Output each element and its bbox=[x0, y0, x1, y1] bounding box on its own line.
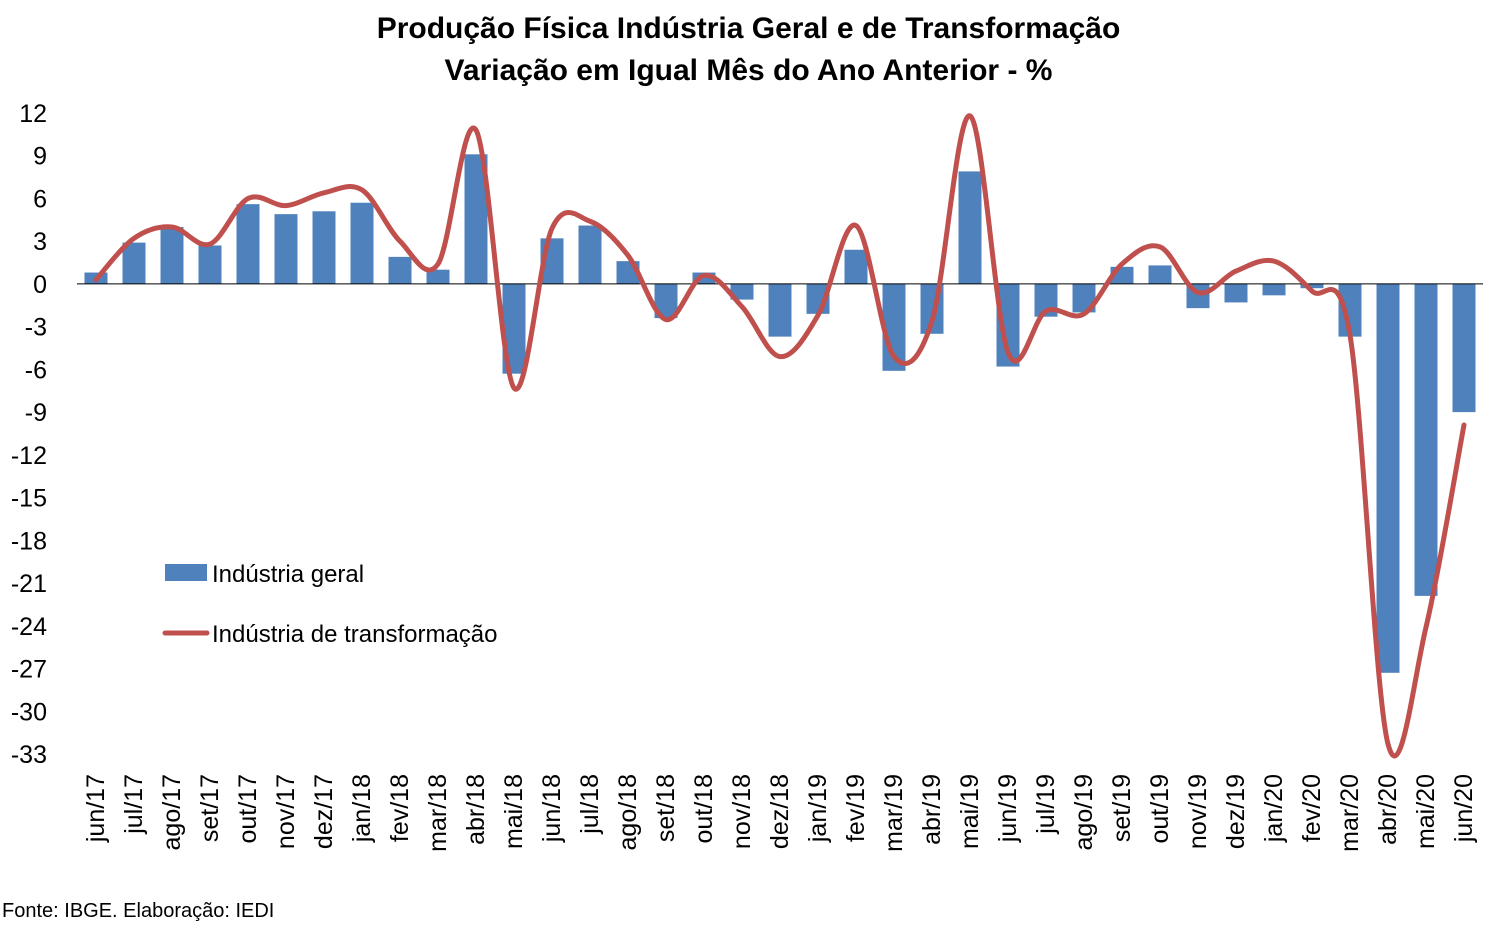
x-tick-label: dez/18 bbox=[766, 774, 794, 849]
y-tick-label: 3 bbox=[33, 228, 47, 256]
x-tick-label: mai/18 bbox=[500, 774, 528, 849]
y-tick-label: -30 bbox=[11, 698, 47, 726]
x-tick-label: nov/17 bbox=[272, 774, 300, 849]
y-tick-label: -9 bbox=[25, 399, 47, 427]
x-tick-label: jul/18 bbox=[576, 774, 604, 835]
y-tick-label: -21 bbox=[11, 570, 47, 598]
x-tick-label: jan/18 bbox=[348, 774, 376, 843]
x-tick-label: jan/19 bbox=[804, 774, 832, 843]
bar-set-17 bbox=[198, 245, 222, 284]
bar-mai-19 bbox=[958, 171, 982, 284]
x-tick-label: out/18 bbox=[690, 774, 718, 844]
x-tick-label: jun/17 bbox=[82, 774, 110, 843]
bar-dez-19 bbox=[1224, 283, 1248, 303]
y-tick-label: -27 bbox=[11, 656, 47, 684]
bar-fev-19 bbox=[844, 249, 868, 284]
x-tick-label: jun/18 bbox=[538, 774, 566, 843]
x-tick-label: out/17 bbox=[234, 774, 262, 844]
bar-nov-17 bbox=[274, 214, 298, 284]
y-tick-label: -33 bbox=[11, 741, 47, 769]
x-tick-label: mar/20 bbox=[1336, 774, 1364, 852]
x-tick-label: fev/20 bbox=[1298, 774, 1326, 842]
x-tick-label: abr/19 bbox=[918, 774, 946, 845]
bar-mai-18 bbox=[502, 283, 526, 374]
source-note: Fonte: IBGE. Elaboração: IEDI bbox=[2, 900, 275, 922]
bar-jun-19 bbox=[996, 283, 1020, 367]
legend: Indústria geral Indústria de transformaç… bbox=[162, 561, 497, 648]
chart-title: Produção Física Indústria Geral e de Tra… bbox=[0, 8, 1497, 92]
x-tick-label: jul/19 bbox=[1032, 774, 1060, 835]
x-tick-label: jun/20 bbox=[1450, 774, 1478, 843]
bar-jul-18 bbox=[578, 225, 602, 284]
bar-jan-18 bbox=[350, 202, 374, 284]
bar-nov-18 bbox=[730, 283, 754, 300]
bar-out-19 bbox=[1148, 265, 1172, 284]
bar-mar-18 bbox=[426, 269, 450, 284]
bar-fev-18 bbox=[388, 256, 412, 284]
x-tick-label: dez/19 bbox=[1222, 774, 1250, 849]
x-axis-ticks: jun/17 jul/17 ago/17 set/17 out/17 nov/17 dez/… bbox=[82, 774, 1478, 852]
bar-set-18 bbox=[654, 283, 678, 319]
bar-dez-18 bbox=[768, 283, 792, 337]
bar-jun-20 bbox=[1452, 283, 1476, 413]
x-tick-label: fev/18 bbox=[386, 774, 414, 842]
x-tick-label: mai/20 bbox=[1412, 774, 1440, 849]
y-axis-ticks: 12 9 6 3 0 -3 -6 -9 -12 -15 -18 -21 -24 -27 -30 -33 bbox=[11, 100, 47, 769]
y-tick-label: -12 bbox=[11, 442, 47, 470]
bar-out-18 bbox=[692, 272, 716, 284]
y-tick-label: -18 bbox=[11, 527, 47, 555]
bar-out-17 bbox=[236, 204, 260, 284]
x-tick-label: nov/18 bbox=[728, 774, 756, 849]
x-tick-label: nov/19 bbox=[1184, 774, 1212, 849]
chart-title-line-2: Variação em Igual Mês do Ano Anterior - … bbox=[444, 54, 1053, 87]
x-tick-label: dez/17 bbox=[310, 774, 338, 849]
bar-jul-17 bbox=[122, 242, 146, 284]
y-tick-label: 12 bbox=[19, 100, 47, 128]
x-tick-label: ago/18 bbox=[614, 774, 642, 850]
legend-swatch-industria-geral bbox=[165, 564, 207, 581]
bar-mar-20 bbox=[1338, 283, 1362, 337]
line-path-industria-transformacao bbox=[93, 113, 1467, 759]
x-tick-label: out/19 bbox=[1146, 774, 1174, 844]
x-tick-label: abr/18 bbox=[462, 774, 490, 845]
bar-abr-20 bbox=[1376, 283, 1400, 673]
x-tick-label: jan/20 bbox=[1260, 774, 1288, 843]
x-tick-label: set/17 bbox=[196, 774, 224, 842]
x-tick-label: abr/20 bbox=[1374, 774, 1402, 845]
bar-dez-17 bbox=[312, 211, 336, 284]
chart-title-line-1: Produção Física Indústria Geral e de Tra… bbox=[376, 12, 1121, 45]
x-tick-label: mai/19 bbox=[956, 774, 984, 849]
bar-fev-20 bbox=[1300, 283, 1324, 289]
y-tick-label: 0 bbox=[33, 271, 47, 299]
x-tick-label: jul/17 bbox=[120, 774, 148, 835]
x-tick-label: fev/19 bbox=[842, 774, 870, 842]
y-tick-label: -3 bbox=[25, 314, 47, 342]
x-tick-label: mar/19 bbox=[880, 774, 908, 852]
y-tick-label: -6 bbox=[25, 356, 47, 384]
x-tick-label: set/19 bbox=[1108, 774, 1136, 842]
y-tick-label: -15 bbox=[11, 485, 47, 513]
y-tick-label: -24 bbox=[11, 613, 47, 641]
x-tick-label: jun/19 bbox=[994, 774, 1022, 843]
x-tick-label: mar/18 bbox=[424, 774, 452, 852]
bar-jan-20 bbox=[1262, 283, 1286, 296]
y-tick-label: 6 bbox=[33, 185, 47, 213]
x-tick-label: ago/19 bbox=[1070, 774, 1098, 850]
bar-mai-20 bbox=[1414, 283, 1438, 596]
x-tick-label: set/18 bbox=[652, 774, 680, 842]
bar-series-industria-geral bbox=[84, 154, 1476, 673]
x-tick-label: ago/17 bbox=[158, 774, 186, 850]
bar-ago-17 bbox=[160, 226, 184, 284]
legend-label-industria-transformacao: Indústria de transformação bbox=[212, 621, 497, 648]
bar-abr-18 bbox=[464, 154, 488, 284]
line-series-industria-transformacao bbox=[93, 113, 1467, 759]
y-tick-label: 9 bbox=[33, 143, 47, 171]
legend-label-industria-geral: Indústria geral bbox=[212, 561, 364, 588]
